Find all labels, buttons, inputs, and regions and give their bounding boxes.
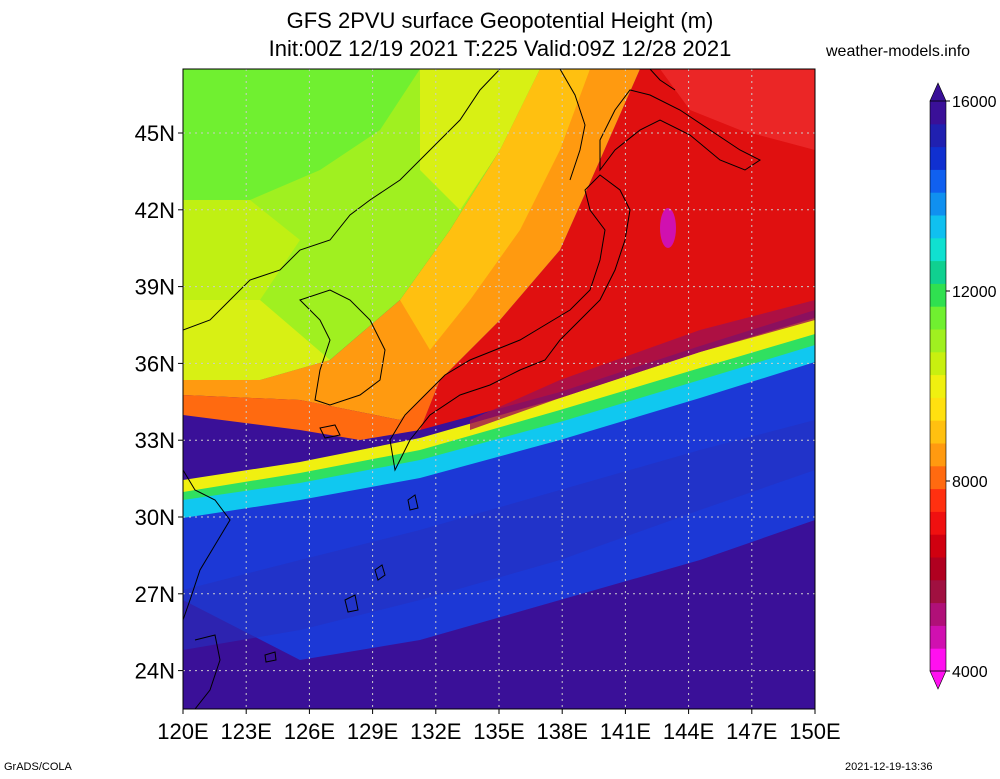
colorbar-tick-label: 4000 [952, 664, 988, 681]
lat-tick-label: 30N [135, 505, 175, 530]
lon-axis: 120E 123E 126E 129E 132E 135E 138E 141E 144E 147E… [157, 709, 841, 744]
colorbar-swatch [930, 215, 946, 239]
lon-tick-label: 147E [726, 719, 777, 744]
lon-tick-label: 135E [473, 719, 524, 744]
lat-tick-label: 45N [135, 121, 175, 146]
lon-tick-label: 120E [157, 719, 208, 744]
footer-timestamp: 2021-12-19-13:36 [845, 761, 933, 773]
lat-tick-label: 42N [135, 198, 175, 223]
colorbar-swatch [930, 397, 946, 421]
lon-tick-label: 123E [221, 719, 272, 744]
colorbar-tick-label: 16000 [952, 94, 997, 111]
colorbar-swatch [930, 420, 946, 444]
colorbar-swatch [930, 465, 946, 490]
lon-tick-label: 150E [789, 719, 840, 744]
colorbar-swatch [930, 306, 946, 330]
colorbar-max-arrow [929, 82, 947, 102]
lat-tick-label: 39N [135, 275, 175, 300]
colorbar-swatch [930, 192, 946, 216]
chart-title: GFS 2PVU surface Geopotential Height (m) [286, 8, 714, 33]
colorbar-swatch [930, 237, 946, 262]
colorbar-swatch [930, 123, 946, 148]
lon-tick-label: 132E [410, 719, 461, 744]
colorbar-swatch [930, 283, 946, 307]
colorbar-swatch [930, 534, 946, 558]
colorbar-min-arrow [929, 670, 947, 690]
footer-software: GrADS/COLA [4, 761, 72, 773]
colorbar-swatch [930, 351, 946, 376]
lat-axis: 24N 27N 30N 33N 36N 39N 42N 45N [135, 121, 183, 684]
lon-tick-label: 129E [347, 719, 398, 744]
colorbar-swatch [930, 648, 946, 672]
lat-tick-label: 27N [135, 582, 175, 607]
colorbar-swatch [930, 488, 946, 512]
lat-tick-label: 33N [135, 428, 175, 453]
lon-tick-label: 126E [284, 719, 335, 744]
colorbar-swatch [930, 329, 946, 353]
colorbar-swatch [930, 511, 946, 535]
colorbar: 4000 8000 12000 16000 [929, 82, 997, 690]
geopotential-field [183, 69, 815, 709]
colorbar-swatch [930, 625, 946, 649]
lat-tick-label: 36N [135, 351, 175, 376]
coastlines [183, 69, 761, 709]
colorbar-swatch [930, 101, 946, 125]
chart-subtitle: Init:00Z 12/19 2021 T:225 Valid:09Z 12/2… [268, 36, 732, 61]
lon-tick-label: 141E [600, 719, 651, 744]
colorbar-swatch [930, 374, 946, 398]
colorbar-swatch [930, 579, 946, 604]
colorbar-swatch [930, 443, 946, 467]
lon-tick-label: 138E [537, 719, 588, 744]
colorbar-swatch [930, 602, 946, 626]
colorbar-swatch [930, 260, 946, 284]
colorbar-swatch [930, 557, 946, 581]
lat-tick-label: 24N [135, 659, 175, 684]
colorbar-frame [929, 100, 947, 672]
island-outlines [264, 424, 419, 663]
colorbar-swatch [930, 169, 946, 193]
colorbar-swatch [930, 146, 946, 170]
colorbar-tick-label: 8000 [952, 474, 988, 491]
site-credit: weather-models.info [826, 43, 971, 60]
colorbar-tick-label: 12000 [952, 284, 997, 301]
lon-tick-label: 144E [663, 719, 714, 744]
